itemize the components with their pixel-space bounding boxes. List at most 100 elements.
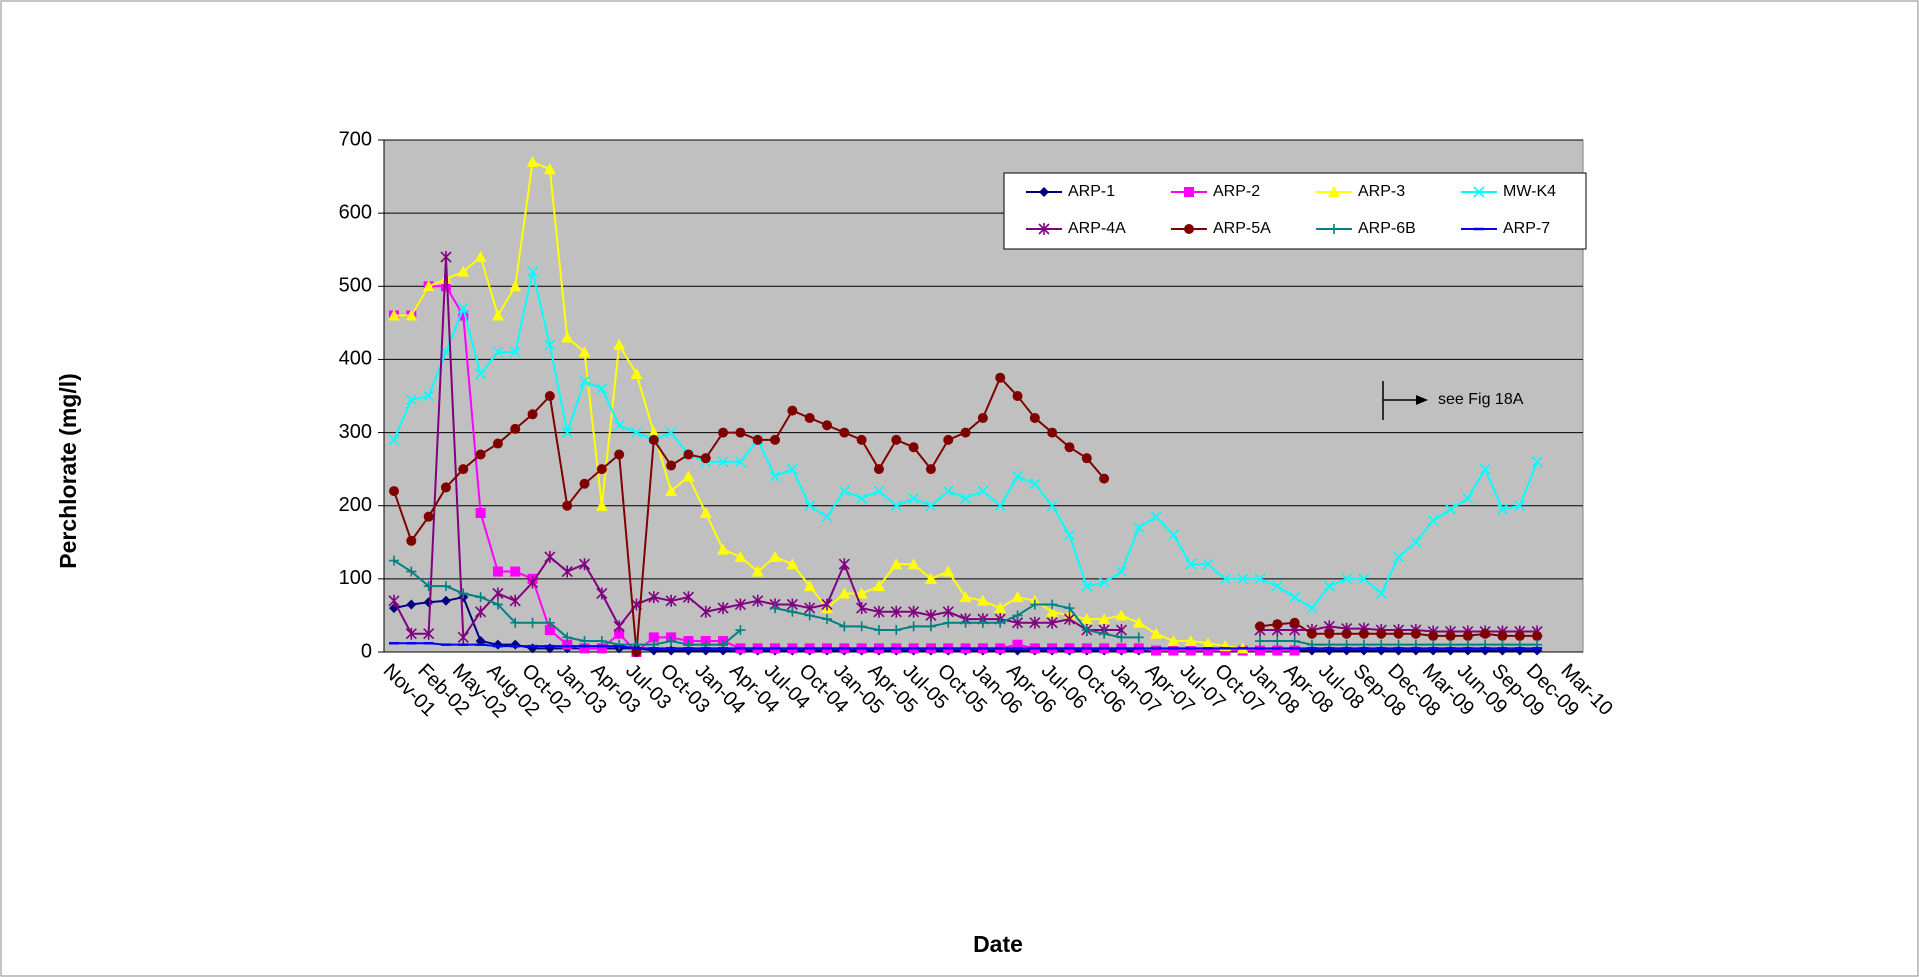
marker <box>995 372 1006 383</box>
marker <box>544 550 556 563</box>
marker <box>1358 573 1370 585</box>
marker <box>1323 580 1335 592</box>
marker <box>1255 645 1265 656</box>
marker <box>1480 628 1491 639</box>
marker <box>908 605 920 618</box>
marker <box>1012 610 1023 621</box>
marker <box>1427 514 1439 526</box>
marker <box>423 511 434 522</box>
marker <box>666 636 677 647</box>
marker <box>527 409 538 420</box>
marker <box>943 434 954 445</box>
marker <box>1185 558 1197 570</box>
marker <box>526 576 539 589</box>
marker <box>856 602 868 615</box>
marker <box>976 594 989 606</box>
marker <box>977 412 988 423</box>
marker <box>960 427 971 438</box>
marker <box>942 485 954 497</box>
marker <box>613 338 626 350</box>
marker <box>526 266 539 278</box>
marker <box>1046 500 1058 512</box>
marker <box>440 482 451 493</box>
marker <box>492 599 503 610</box>
legend-label: ARP-3 <box>1358 183 1405 200</box>
marker <box>1219 573 1231 585</box>
y-axis-title: Perchlorate (mg/l) <box>55 373 81 569</box>
marker <box>578 558 591 571</box>
marker <box>492 346 504 358</box>
marker <box>1237 573 1249 585</box>
marker <box>1116 632 1127 643</box>
marker <box>1254 573 1266 585</box>
marker <box>752 434 763 445</box>
legend-label: ARP-6B <box>1358 220 1416 237</box>
marker <box>475 449 486 460</box>
marker <box>405 627 417 640</box>
marker <box>579 636 590 647</box>
marker <box>925 621 936 632</box>
marker <box>562 632 573 643</box>
marker <box>908 492 920 504</box>
marker <box>1203 645 1214 656</box>
marker <box>943 617 954 628</box>
marker <box>509 594 521 607</box>
marker <box>734 456 746 468</box>
legend-marker <box>1328 186 1340 197</box>
marker <box>717 543 730 555</box>
y-tick-label: 0 <box>361 640 372 662</box>
marker <box>596 464 607 475</box>
marker <box>474 251 487 263</box>
x-axis-title: Date <box>973 931 1023 957</box>
marker <box>388 309 400 321</box>
marker <box>457 302 469 314</box>
marker <box>388 594 400 607</box>
marker <box>1047 599 1058 610</box>
legend-marker <box>1473 186 1485 198</box>
marker <box>682 470 695 482</box>
marker <box>406 535 417 546</box>
marker <box>1428 630 1439 641</box>
marker <box>1202 637 1215 649</box>
marker <box>544 391 555 401</box>
marker <box>578 346 591 358</box>
marker <box>1099 473 1110 484</box>
marker <box>1011 470 1024 483</box>
marker <box>1289 591 1301 603</box>
marker <box>596 587 608 600</box>
marker <box>838 485 850 497</box>
marker <box>458 588 469 599</box>
marker <box>1184 635 1197 647</box>
marker <box>1496 503 1509 515</box>
marker <box>995 617 1006 628</box>
marker <box>475 508 486 519</box>
marker <box>1167 529 1179 541</box>
marker <box>838 558 850 571</box>
marker <box>891 434 902 445</box>
marker <box>682 591 695 604</box>
marker <box>389 555 399 566</box>
marker <box>1132 616 1145 628</box>
marker <box>838 587 851 599</box>
marker <box>1063 613 1076 626</box>
marker <box>510 566 521 577</box>
marker <box>959 492 972 504</box>
marker <box>855 587 868 599</box>
marker <box>1167 635 1180 647</box>
marker <box>1133 522 1145 534</box>
marker <box>1098 613 1111 625</box>
marker <box>491 309 504 321</box>
marker <box>648 632 659 643</box>
marker <box>1306 628 1317 639</box>
marker <box>406 566 417 577</box>
marker <box>803 580 816 592</box>
marker <box>1375 587 1387 600</box>
marker <box>1115 565 1128 578</box>
marker <box>648 591 660 604</box>
legend-marker <box>1329 224 1339 234</box>
marker <box>492 587 504 600</box>
marker <box>1393 628 1404 639</box>
marker <box>1445 630 1456 641</box>
marker <box>1306 602 1318 614</box>
